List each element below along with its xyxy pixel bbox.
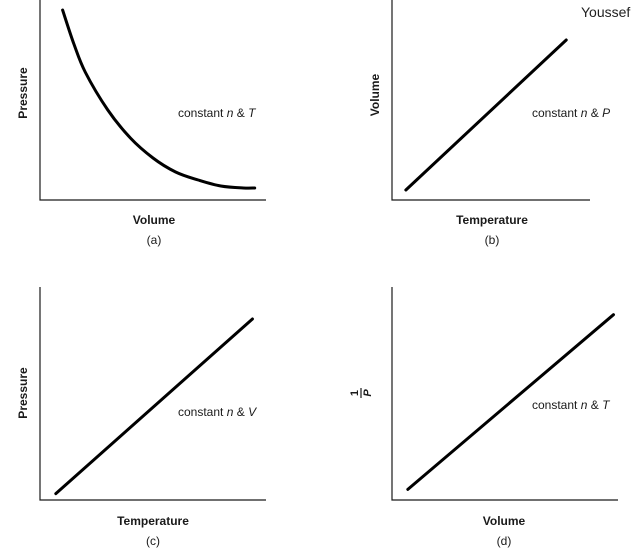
axes-c — [39, 287, 266, 501]
panel-caption-c: (c) — [146, 534, 160, 548]
y-axis-label-d: 1 P — [349, 388, 374, 398]
chart-panel-c: Pressure Temperature (c) constant n & V — [16, 287, 266, 548]
panel-caption-d: (d) — [497, 534, 512, 548]
chart-panel-a: Pressure Volume (a) constant n & T — [16, 0, 266, 247]
x-axis-label-b: Temperature — [456, 213, 528, 227]
axes-d — [391, 287, 618, 501]
axes-a — [39, 0, 266, 201]
series-line-b — [404, 38, 568, 192]
annotation-a: constant n & T — [178, 106, 257, 120]
x-axis-label-c: Temperature — [117, 514, 189, 528]
annotation-d: constant n & T — [532, 398, 611, 412]
y-axis-label-d-numerator: 1 — [349, 390, 361, 396]
series-line-d — [406, 313, 615, 491]
series-line-a — [61, 8, 257, 190]
annotation-b: constant n & P — [532, 106, 610, 120]
panel-caption-a: (a) — [147, 233, 162, 247]
watermark-text: Youssef — [581, 4, 630, 20]
y-axis-label-c: Pressure — [16, 367, 30, 419]
y-axis-label-d-denominator: P — [362, 389, 374, 397]
x-axis-label-d: Volume — [483, 514, 526, 528]
panel-caption-b: (b) — [485, 233, 500, 247]
chart-panel-b: Volume Temperature (b) constant n & P — [368, 0, 610, 247]
x-axis-label-a: Volume — [133, 213, 176, 227]
series-line-c — [54, 317, 254, 496]
axes-b — [391, 0, 590, 201]
annotation-c: constant n & V — [178, 405, 257, 419]
y-axis-label-a: Pressure — [16, 67, 30, 119]
y-axis-label-b: Volume — [368, 73, 382, 116]
chart-panel-d: 1 P Volume (d) constant n & T — [349, 287, 618, 548]
